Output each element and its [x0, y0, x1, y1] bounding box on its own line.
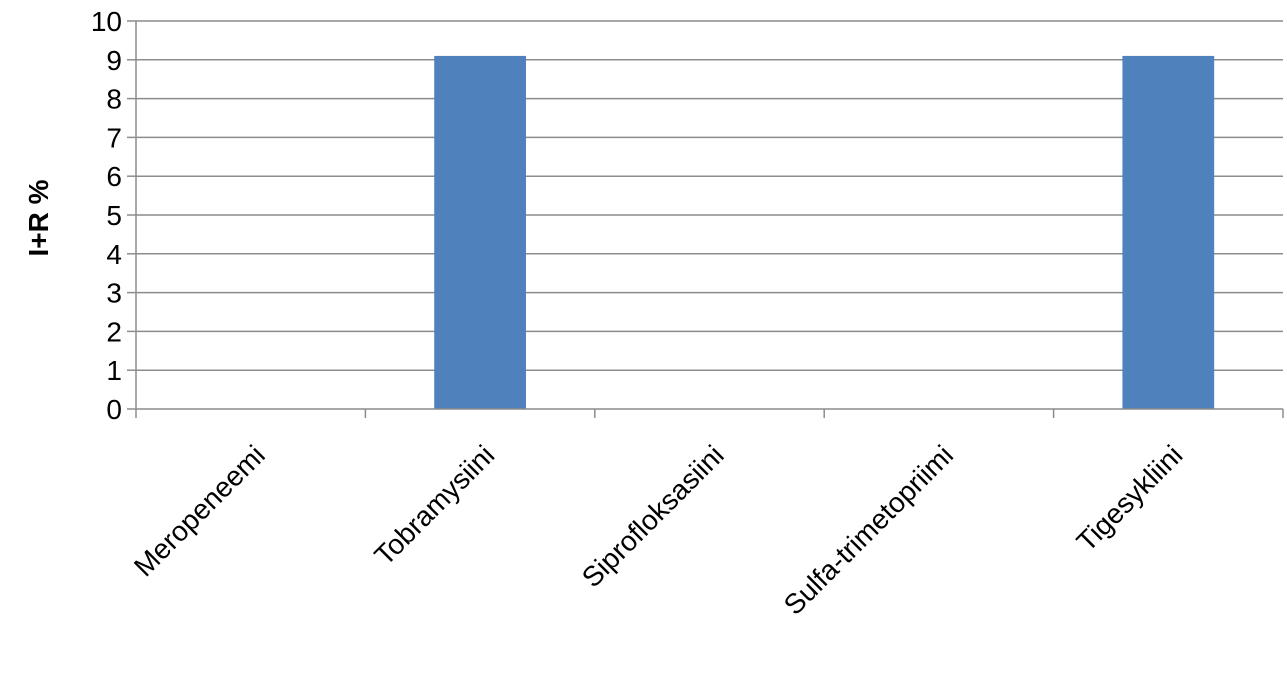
x-category-label: Tobramysiini	[368, 439, 500, 571]
y-tick-label: 1	[106, 355, 122, 386]
x-category-label: Sulfa-trimetopriimi	[778, 439, 959, 620]
gridlines	[136, 20, 1283, 371]
x-category-labels: Meropeneemi Tobramysiini Siprofloksasiini S…	[128, 439, 1189, 620]
y-tick-label: 4	[106, 239, 122, 270]
y-tick-labels: 0 1 2 3 4 5 6 7 8 9 10	[91, 6, 122, 425]
y-tick-label: 3	[106, 278, 122, 309]
y-tick-label: 5	[106, 200, 122, 231]
y-tick-label: 10	[91, 6, 122, 37]
x-category-label: Siprofloksasiini	[576, 439, 730, 593]
axes	[127, 20, 1284, 418]
y-tick-label: 9	[106, 45, 122, 76]
y-tick-label: 6	[106, 161, 122, 192]
y-axis-title: I+R %	[23, 179, 54, 256]
x-category-label: Meropeneemi	[128, 439, 271, 582]
y-tick-label: 7	[106, 122, 122, 153]
bar-tigesykliini	[1122, 55, 1215, 410]
x-category-label: Tigesykliini	[1071, 439, 1189, 557]
bar-tobramysiini	[434, 55, 526, 410]
y-tick-label: 0	[106, 394, 122, 425]
bars	[434, 55, 1215, 410]
y-tick-label: 2	[106, 316, 122, 347]
y-tick-label: 8	[106, 84, 122, 115]
